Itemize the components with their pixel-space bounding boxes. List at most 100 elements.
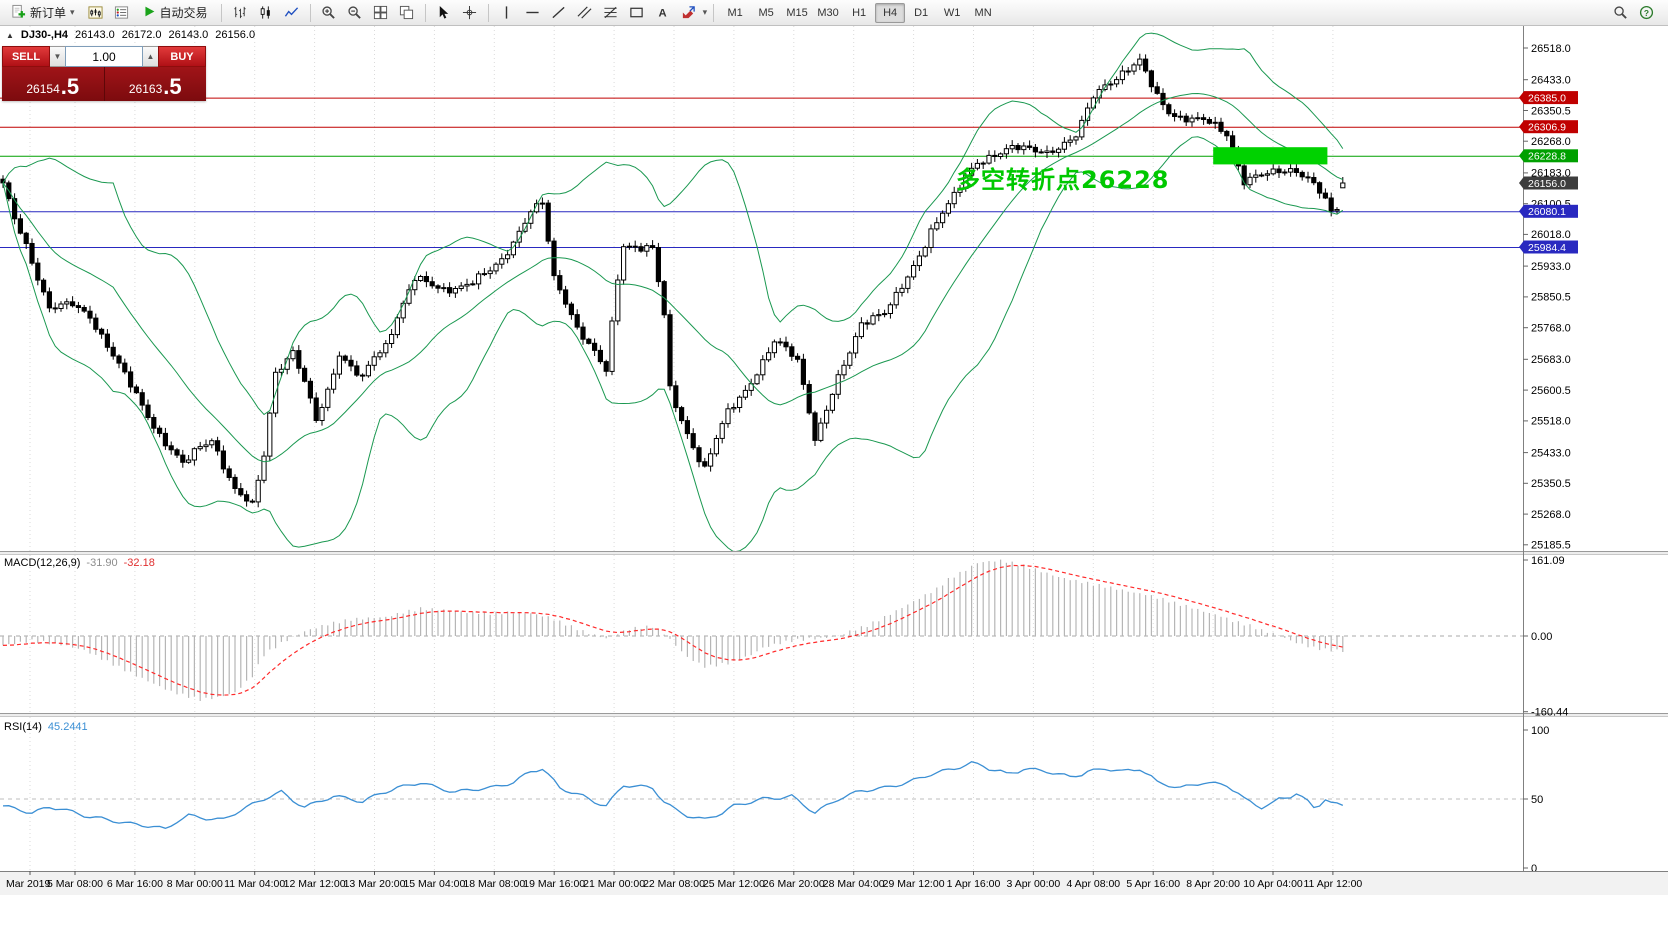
svg-text:25850.5: 25850.5 [1531, 292, 1571, 304]
arrow-tool-icon [682, 6, 695, 19]
volume-increase-stepper[interactable]: ▲ [143, 46, 158, 67]
autotrading-label: 自动交易 [159, 6, 208, 20]
ohlc-open: 26143.0 [75, 29, 115, 41]
chart-annotation: 多空转折点26228 [956, 166, 1170, 194]
macd-signal-line [2, 564, 1343, 696]
help-button[interactable]: ? [1634, 2, 1658, 24]
cursor-tool-button[interactable] [432, 2, 456, 24]
trendline-tool-button[interactable] [547, 2, 571, 24]
price-tags: 26385.0 26306.9 26228.8 26156.0 26080.1 25984… [1519, 91, 1578, 254]
svg-text:25350.5: 25350.5 [1531, 478, 1571, 490]
timeframe-h4[interactable]: H4 [875, 2, 906, 23]
buy-button[interactable]: BUY [158, 46, 206, 67]
horizontal-line-tool-button[interactable] [521, 2, 545, 24]
svg-text:19 Mar 16:00: 19 Mar 16:00 [523, 878, 585, 890]
new-order-button[interactable]: 新订单 ▾ [4, 2, 82, 24]
new-chart-button[interactable] [84, 2, 108, 24]
sell-price-big-digits: .5 [60, 74, 80, 99]
svg-text:5 Apr 16:00: 5 Apr 16:00 [1126, 878, 1180, 890]
buy-price-display[interactable]: 26163 .5 [105, 67, 207, 101]
text-icon: A [659, 8, 667, 20]
price-axis[interactable]: 26518.026433.026350.526268.026183.026100… [1523, 43, 1571, 875]
ohlc-close: 26156.0 [215, 29, 256, 41]
timeframe-m15[interactable]: M15 [786, 6, 808, 19]
pane-splitters[interactable] [0, 551, 1668, 717]
svg-text:?: ? [1643, 8, 1648, 18]
timeframe-w1[interactable]: W1 [943, 6, 961, 19]
symbol-ohlc-header: ▲ DJ30-,H4 26143.0 26172.0 26143.0 26156… [6, 29, 255, 41]
shapes-tool-button[interactable] [625, 2, 649, 24]
timeframe-h1[interactable]: H1 [852, 6, 867, 19]
crosshair-tool-button[interactable] [458, 2, 482, 24]
toolbar-separator [487, 3, 489, 22]
zoom-out-button[interactable] [343, 2, 367, 24]
channel-tool-button[interactable] [573, 2, 597, 24]
rsi-value: 45.2441 [47, 721, 88, 733]
svg-text:22 Mar 08:00: 22 Mar 08:00 [643, 878, 705, 890]
buy-price-main: 26163 [128, 82, 163, 96]
toolbar-right-group: ? [1608, 2, 1664, 24]
volume-input[interactable]: 1.00 [65, 46, 143, 67]
chart-window: 26518.0 26433.0 26350.5 26268.0 26183.0 26100… [0, 26, 1668, 895]
zoom-in-button[interactable] [317, 2, 341, 24]
svg-text:26018.0: 26018.0 [1531, 229, 1571, 241]
arrow-tool-button[interactable] [677, 2, 701, 24]
svg-text:Mar 2019: Mar 2019 [6, 878, 51, 890]
cascade-windows-button[interactable] [395, 2, 419, 24]
time-axis[interactable] [0, 871, 1668, 895]
timeframe-m30[interactable]: M30 [817, 6, 839, 19]
market-watch-icon [114, 6, 129, 19]
search-icon [1613, 6, 1627, 19]
svg-text:26268.0: 26268.0 [1531, 136, 1571, 148]
svg-text:26 Mar 20:00: 26 Mar 20:00 [763, 878, 825, 890]
svg-text:26433.0: 26433.0 [1531, 75, 1571, 87]
candlesticks [0, 53, 1346, 508]
vertical-line-icon [505, 6, 508, 19]
svg-text:29 Mar 12:00: 29 Mar 12:00 [883, 878, 945, 890]
search-button[interactable] [1608, 2, 1632, 24]
svg-text:5 Mar 08:00: 5 Mar 08:00 [47, 878, 103, 890]
tile-windows-button[interactable] [369, 2, 393, 24]
chart-canvas[interactable]: 26518.026433.026350.526268.026183.026100… [0, 26, 1668, 895]
crosshair-icon [463, 5, 477, 20]
main-toolbar: 新订单 ▾ 自动交易 A ▾ M1 M5 M15 M30 H1 H4 D1 W1 MN ? [0, 0, 1668, 26]
svg-text:21 Mar 00:00: 21 Mar 00:00 [583, 878, 645, 890]
zoom-out-icon [348, 6, 361, 19]
sell-price-display[interactable]: 26154 .5 [2, 67, 105, 101]
svg-text:11 Mar 04:00: 11 Mar 04:00 [224, 878, 285, 890]
timeframe-d1[interactable]: D1 [914, 6, 929, 19]
bar-chart-button[interactable] [228, 2, 252, 24]
candlestick-chart-button[interactable] [254, 2, 278, 24]
fibonacci-icon [604, 6, 617, 19]
svg-text:8 Apr 20:00: 8 Apr 20:00 [1186, 878, 1240, 890]
market-watch-button[interactable] [110, 2, 134, 24]
timeframe-mn[interactable]: MN [974, 6, 992, 19]
fibonacci-tool-button[interactable] [599, 2, 623, 24]
svg-text:26306.9: 26306.9 [1528, 122, 1566, 134]
horizontal-line-icon [526, 11, 539, 14]
svg-text:0: 0 [1531, 863, 1537, 875]
collapse-panel-icon[interactable]: ▲ [6, 30, 14, 40]
svg-text:1 Apr 16:00: 1 Apr 16:00 [947, 878, 1001, 890]
rsi-name: RSI(14) [4, 721, 42, 733]
timeframe-m1[interactable]: M1 [727, 6, 743, 19]
sell-button[interactable]: SELL [2, 46, 50, 67]
highlight-rectangle[interactable] [1213, 147, 1328, 165]
svg-text:100: 100 [1531, 725, 1549, 737]
svg-text:0.00: 0.00 [1531, 631, 1552, 643]
autotrading-button[interactable]: 自动交易 [136, 2, 215, 24]
volume-decrease-stepper[interactable]: ▼ [50, 46, 65, 67]
text-tool-button[interactable]: A [651, 2, 675, 24]
line-chart-button[interactable] [280, 2, 304, 24]
svg-text:10 Apr 04:00: 10 Apr 04:00 [1243, 878, 1303, 890]
svg-text:26228.8: 26228.8 [1528, 151, 1566, 163]
vertical-line-tool-button[interactable] [495, 2, 519, 24]
svg-text:15 Mar 04:00: 15 Mar 04:00 [403, 878, 465, 890]
ohlc-bars-icon [234, 6, 246, 19]
timeframe-m5[interactable]: M5 [758, 6, 774, 19]
more-tools-chevron-icon[interactable]: ▾ [702, 7, 708, 17]
new-order-label: 新订单 [30, 6, 67, 20]
price-tag: 26156.0 [1519, 176, 1578, 190]
macd-signal-value: -32.18 [123, 557, 155, 569]
toolbar-separator [309, 3, 311, 22]
